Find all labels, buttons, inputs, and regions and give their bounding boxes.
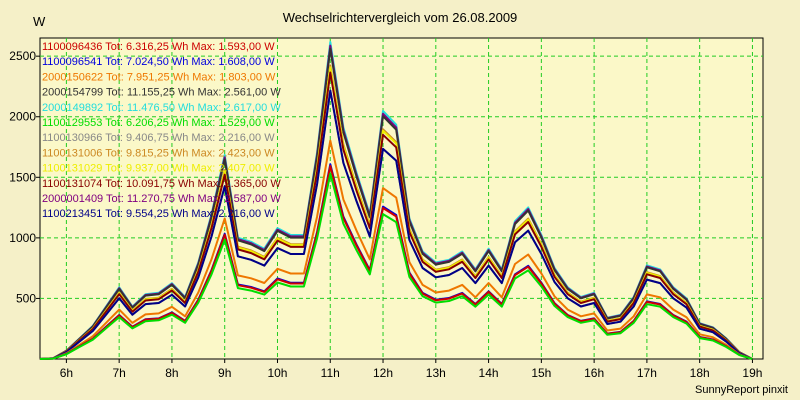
x-tick-label: 18h — [690, 366, 710, 380]
series-line — [39, 172, 753, 360]
x-tick-label: 8h — [165, 366, 178, 380]
y-tick-label: 1500 — [9, 170, 36, 184]
series-line — [39, 71, 753, 360]
legend-entry: 2000001409 Tot: 11.270,75 Wh Max: 2.587,… — [42, 193, 281, 205]
chart-title: Wechselrichtervergleich vom 26.08.2009 — [282, 10, 518, 25]
y-tick-label: 1000 — [9, 231, 36, 245]
series-line — [39, 89, 753, 360]
x-tick-label: 19h — [742, 366, 762, 380]
x-tick-label: 17h — [637, 366, 657, 380]
x-tick-label: 6h — [60, 366, 73, 380]
legend-entry: 2000154799 Tot: 11.155,25 Wh Max: 2.561,… — [42, 87, 281, 99]
legend-entry: 1100213451 Tot: 9.554,25 Wh Max: 2.216,0… — [42, 208, 275, 220]
legend-entry: 2000150622 Tot: 7.951,25 Wh Max: 1.803,0… — [42, 71, 276, 83]
x-tick-label: 9h — [218, 366, 231, 380]
footer-credit: SunnyReport pinxit — [695, 384, 788, 396]
y-tick-label: 2000 — [9, 110, 36, 124]
x-tick-label: 16h — [584, 366, 604, 380]
legend-entry: 2000149892 Tot: 11.476,50 Wh Max: 2.617,… — [42, 102, 281, 114]
series-line — [39, 47, 753, 360]
legend-entry: 1100131006 Tot: 9.815,25 Wh Max: 2.423,0… — [42, 147, 275, 159]
series-line — [39, 139, 753, 360]
legend-entry: 1100131074 Tot: 10.091,75 Wh Max: 2.365,… — [42, 178, 281, 190]
y-tick-label: 2500 — [9, 49, 36, 63]
legend-entry: 1100131029 Tot: 9.937,00 Wh Max: 2.407,0… — [42, 163, 275, 175]
x-tick-label: 10h — [267, 366, 287, 380]
legend-entry: 1100130966 Tot: 9.406,75 Wh Max: 2.216,0… — [42, 132, 275, 144]
x-tick-label: 11h — [321, 366, 340, 380]
x-tick-label: 12h — [373, 366, 393, 380]
x-tick-label: 7h — [112, 366, 125, 380]
y-axis-unit: W — [33, 14, 46, 29]
legend-entry: 1100096436 Tot: 6.316,25 Wh Max: 1.593,0… — [42, 41, 275, 53]
legend-entry: 1100129553 Tot: 6.206,25 Wh Max: 1.529,0… — [42, 117, 275, 129]
x-tick-label: 15h — [531, 366, 551, 380]
y-tick-label: 500 — [16, 291, 36, 305]
legend-entry: 1100096541 Tot: 7.024,50 Wh Max: 1.608,0… — [42, 56, 275, 68]
x-tick-label: 14h — [479, 366, 499, 380]
x-tick-label: 13h — [426, 366, 446, 380]
